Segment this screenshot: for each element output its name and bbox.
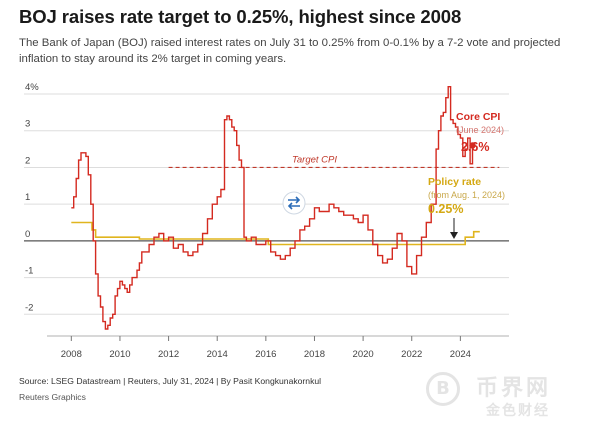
- target-cpi-label: Target CPI: [292, 154, 337, 165]
- source-note: Source: LSEG Datastream | Reuters, July …: [19, 376, 322, 386]
- y-tick-label: -1: [25, 266, 33, 277]
- x-axis: 2008 2010 2012 2014 2016 2018 2020 2022 2024: [47, 335, 509, 360]
- y-axis-labels: -2 -1 0 1 2 3 4%: [25, 82, 39, 313]
- y-tick-label: 1: [25, 192, 30, 203]
- watermark: B 币界网 金色财经: [426, 370, 586, 420]
- policy-rate-value-label: 0.25%: [428, 202, 463, 216]
- watermark-subtext: 金色财经: [486, 403, 550, 419]
- watermark-text: 币界网: [476, 376, 552, 401]
- chart-title: BOJ raises rate target to 0.25%, highest…: [19, 6, 462, 27]
- chart-subtitle: The Bank of Japan (BOJ) raised interest …: [19, 37, 561, 65]
- core-cpi-line: [71, 86, 474, 330]
- core-cpi-legend-date: (June 2024): [456, 125, 504, 135]
- credit-note: Reuters Graphics: [19, 392, 86, 402]
- y-tick-label: -2: [25, 302, 33, 313]
- x-tick-label: 2020: [353, 349, 374, 360]
- x-tick-label: 2008: [61, 349, 82, 360]
- x-tick-label: 2012: [158, 349, 179, 360]
- policy-rate-legend-name: Policy rate: [428, 176, 481, 188]
- swap-icon[interactable]: [282, 191, 306, 215]
- x-tick-label: 2022: [401, 349, 422, 360]
- core-cpi-last-point: [469, 142, 476, 149]
- policy-rate-legend-date: (from Aug. 1, 2024): [428, 190, 505, 200]
- y-tick-label: 2: [25, 155, 30, 166]
- y-tick-label: 4%: [25, 82, 39, 93]
- x-tick-label: 2010: [109, 349, 130, 360]
- y-tick-label: 3: [25, 119, 30, 130]
- x-tick-label: 2016: [255, 349, 276, 360]
- core-cpi-value-label: 2.6%: [461, 140, 490, 154]
- core-cpi-legend-name: Core CPI: [456, 111, 500, 123]
- x-tick-label: 2024: [450, 349, 471, 360]
- x-tick-label: 2018: [304, 349, 325, 360]
- watermark-logo-icon: B: [426, 372, 460, 406]
- y-tick-label: 0: [25, 229, 30, 240]
- policy-rate-arrow-icon: [450, 232, 458, 239]
- x-tick-label: 2014: [207, 349, 228, 360]
